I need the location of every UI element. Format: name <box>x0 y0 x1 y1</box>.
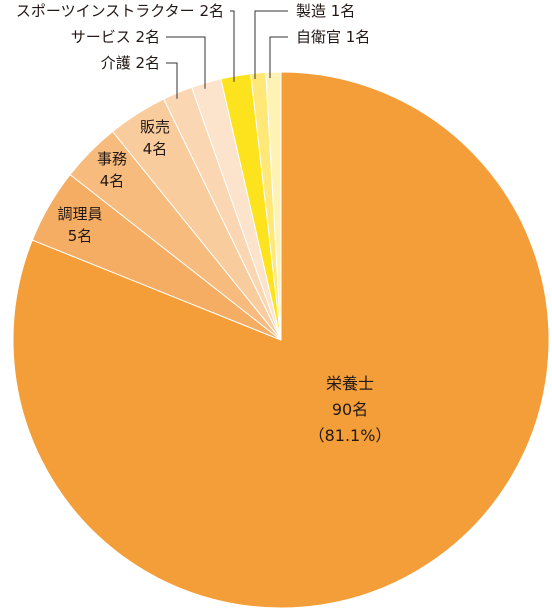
slice-label-3: 事務 4名 <box>97 150 127 190</box>
slice-label-4: 販売 4名 <box>140 118 170 158</box>
leader-line-7 <box>230 10 235 82</box>
slice-label-6: サービス 2名 <box>71 28 160 46</box>
slice-label-2: 調理員 5名 <box>57 205 102 245</box>
pie-slices <box>12 71 550 609</box>
leader-line-5 <box>166 62 178 99</box>
leader-lines <box>166 10 288 99</box>
leader-line-6 <box>166 36 206 89</box>
pie-slice-9 <box>265 71 282 341</box>
leader-line-8 <box>254 10 288 79</box>
slice-label-9: 自衛官 1名 <box>296 28 370 46</box>
slice-label-1: 栄養士 90名（81.1%） <box>309 374 392 445</box>
slice-label-8: 製造 1名 <box>296 2 355 20</box>
slice-label-7: スポーツインストラクター 2名 <box>16 2 224 20</box>
slice-label-5: 介護 2名 <box>101 54 160 72</box>
leader-line-9 <box>269 36 288 79</box>
